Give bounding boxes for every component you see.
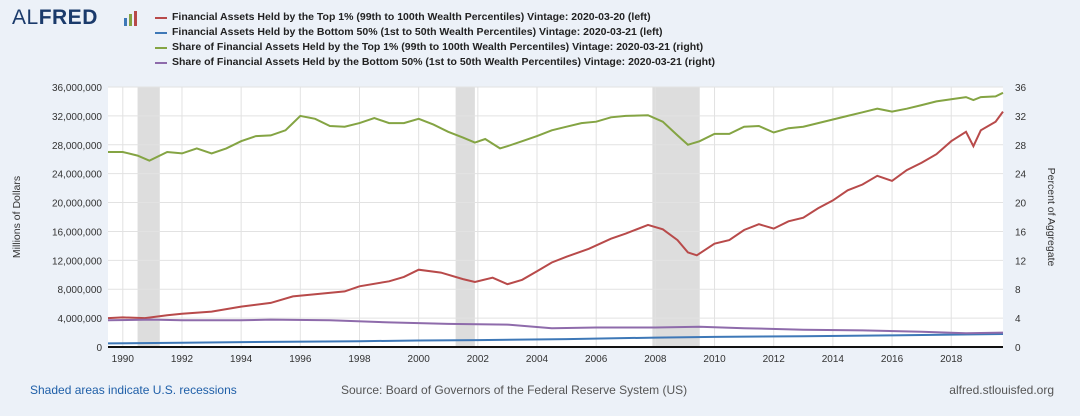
y-tick-right: 16: [1015, 227, 1027, 238]
legend-item[interactable]: Share of Financial Assets Held by the Bo…: [155, 55, 715, 70]
y-tick-right: 20: [1015, 199, 1027, 210]
legend-item[interactable]: Financial Assets Held by the Top 1% (99t…: [155, 10, 715, 25]
x-tick-label: 1992: [171, 354, 194, 365]
series-line-1: [107, 111, 1004, 320]
y-tick-left: 0: [96, 343, 102, 354]
y-tick-left: 28,000,000: [52, 141, 102, 152]
legend[interactable]: Financial Assets Held by the Top 1% (99t…: [155, 10, 715, 70]
recession-band: [137, 87, 160, 347]
fred-logo: ALFRED: [12, 6, 98, 29]
x-tick-label: 2004: [526, 354, 549, 365]
legend-label: Share of Financial Assets Held by the Bo…: [172, 56, 716, 68]
x-tick-label: 1994: [230, 354, 253, 365]
y-axis-label-right: Percent of Aggregate: [1045, 168, 1057, 267]
x-tick-label: 1996: [289, 354, 312, 365]
legend-swatch: [155, 61, 167, 64]
legend-label: Share of Financial Assets Held by the To…: [172, 41, 704, 53]
x-tick-label: 2012: [763, 354, 786, 365]
source-text: Source: Board of Governors of the Federa…: [341, 383, 688, 397]
x-tick-label: 2006: [585, 354, 608, 365]
x-tick-label: 2010: [703, 354, 726, 365]
x-tick-label: 1998: [348, 354, 371, 365]
y-tick-right: 4: [1015, 314, 1021, 325]
series-line-4: [107, 318, 1004, 335]
logo-bars-icon: [124, 11, 137, 26]
legend-item[interactable]: Financial Assets Held by the Bottom 50% …: [155, 25, 715, 40]
y-tick-left: 12,000,000: [52, 256, 102, 267]
y-tick-left: 8,000,000: [58, 285, 103, 296]
series-line-2: [107, 333, 1004, 345]
legend-label: Financial Assets Held by the Bottom 50% …: [172, 26, 663, 38]
y-tick-left: 36,000,000: [52, 83, 102, 94]
y-tick-right: 28: [1015, 141, 1027, 152]
y-tick-left: 32,000,000: [52, 112, 102, 123]
x-tick-label: 1990: [112, 354, 135, 365]
y-tick-left: 4,000,000: [58, 314, 103, 325]
y-tick-left: 20,000,000: [52, 199, 102, 210]
x-tick-label: 2014: [822, 354, 845, 365]
legend-swatch: [155, 46, 167, 49]
legend-swatch: [155, 31, 167, 34]
x-tick-label: 2018: [940, 354, 963, 365]
plot-area: [108, 87, 1003, 347]
series-line-3: [108, 91, 1004, 162]
y-tick-right: 8: [1015, 285, 1021, 296]
legend-label: Financial Assets Held by the Top 1% (99t…: [172, 11, 651, 23]
legend-swatch: [155, 16, 167, 19]
x-tick-label: 2002: [467, 354, 490, 365]
y-axis-label-left: Millions of Dollars: [11, 176, 23, 258]
y-tick-right: 12: [1015, 256, 1027, 267]
recession-band: [455, 87, 475, 347]
x-tick-label: 2008: [644, 354, 667, 365]
site-url[interactable]: alfred.stlouisfed.org: [949, 383, 1054, 397]
recession-note: Shaded areas indicate U.S. recessions: [30, 383, 237, 397]
x-tick-label: 2016: [881, 354, 904, 365]
y-tick-left: 24,000,000: [52, 170, 102, 181]
x-tick-label: 2000: [408, 354, 431, 365]
y-tick-right: 36: [1015, 83, 1027, 94]
recession-band: [652, 87, 700, 347]
y-tick-right: 32: [1015, 112, 1027, 123]
y-tick-right: 0: [1015, 343, 1021, 354]
y-tick-left: 16,000,000: [52, 227, 102, 238]
y-tick-right: 24: [1015, 170, 1027, 181]
legend-item[interactable]: Share of Financial Assets Held by the To…: [155, 40, 715, 55]
